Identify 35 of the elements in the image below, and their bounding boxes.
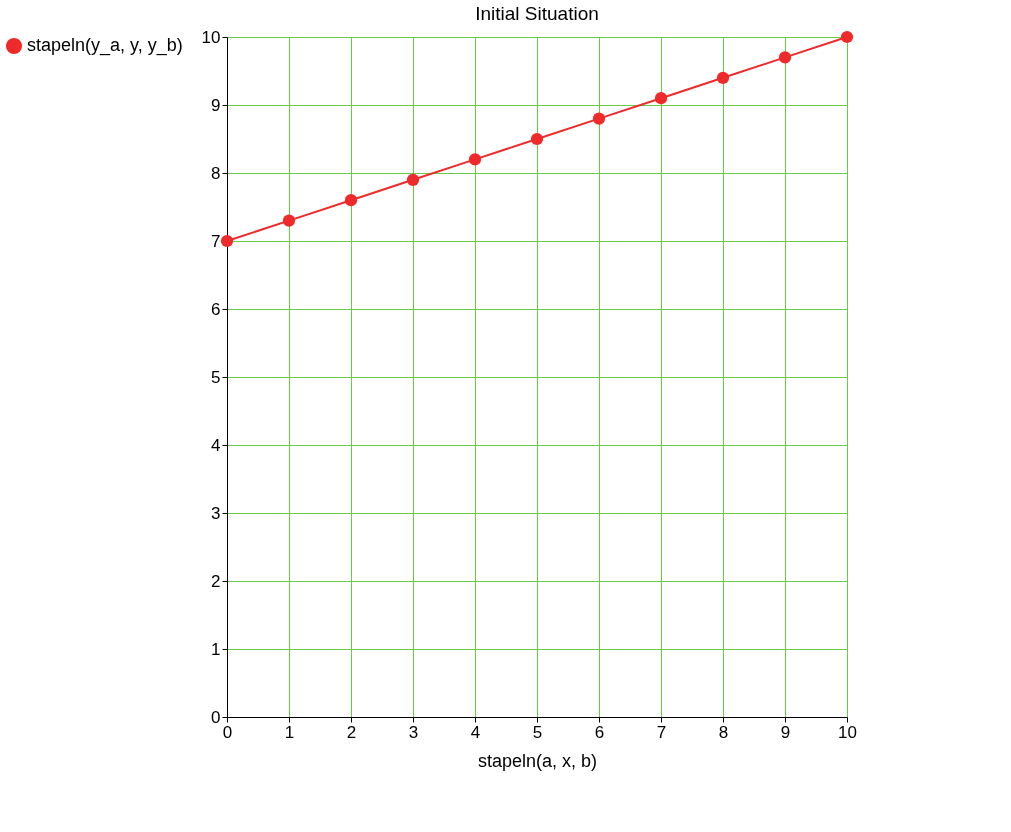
point	[778, 51, 792, 64]
y-tick-label: 0	[211, 707, 221, 727]
x-axis-title: stapeln(a, x, b)	[477, 750, 598, 771]
y-tick-label: 5	[211, 367, 221, 387]
x-tick-label: 9	[780, 722, 791, 742]
point	[406, 173, 420, 186]
y-tick-label: 6	[211, 299, 221, 319]
x-tick-label: 7	[656, 722, 667, 742]
y-tick-label: 1	[211, 639, 221, 659]
point	[468, 153, 482, 166]
point	[840, 30, 854, 44]
chart-title: Initial Situation	[475, 3, 599, 24]
x-tick-label: 3	[408, 722, 419, 742]
point	[716, 71, 730, 84]
x-tick-label: 5	[532, 722, 543, 742]
x-tick-label: 6	[594, 722, 605, 742]
point	[592, 112, 606, 125]
x-tick-label: 1	[284, 722, 295, 742]
x-tick-label: 2	[346, 722, 357, 742]
y-tick-label: 10	[201, 27, 221, 47]
point	[344, 194, 358, 207]
y-tick-label: 8	[211, 163, 221, 183]
point	[282, 214, 296, 227]
point	[220, 234, 234, 248]
point	[530, 132, 544, 146]
x-tick-label: 4	[470, 722, 481, 742]
x-tick-label: 8	[718, 722, 729, 742]
y-tick-label: 2	[211, 571, 221, 591]
y-tick-label: 3	[211, 503, 221, 523]
y-tick-label: 4	[211, 435, 221, 455]
point	[654, 92, 668, 105]
legend-label: stapeln(y_a, y, y_b)	[27, 35, 183, 56]
y-tick-label: 9	[211, 95, 221, 115]
x-tick-label: 10	[838, 722, 857, 742]
y-tick-label: 7	[211, 231, 221, 251]
